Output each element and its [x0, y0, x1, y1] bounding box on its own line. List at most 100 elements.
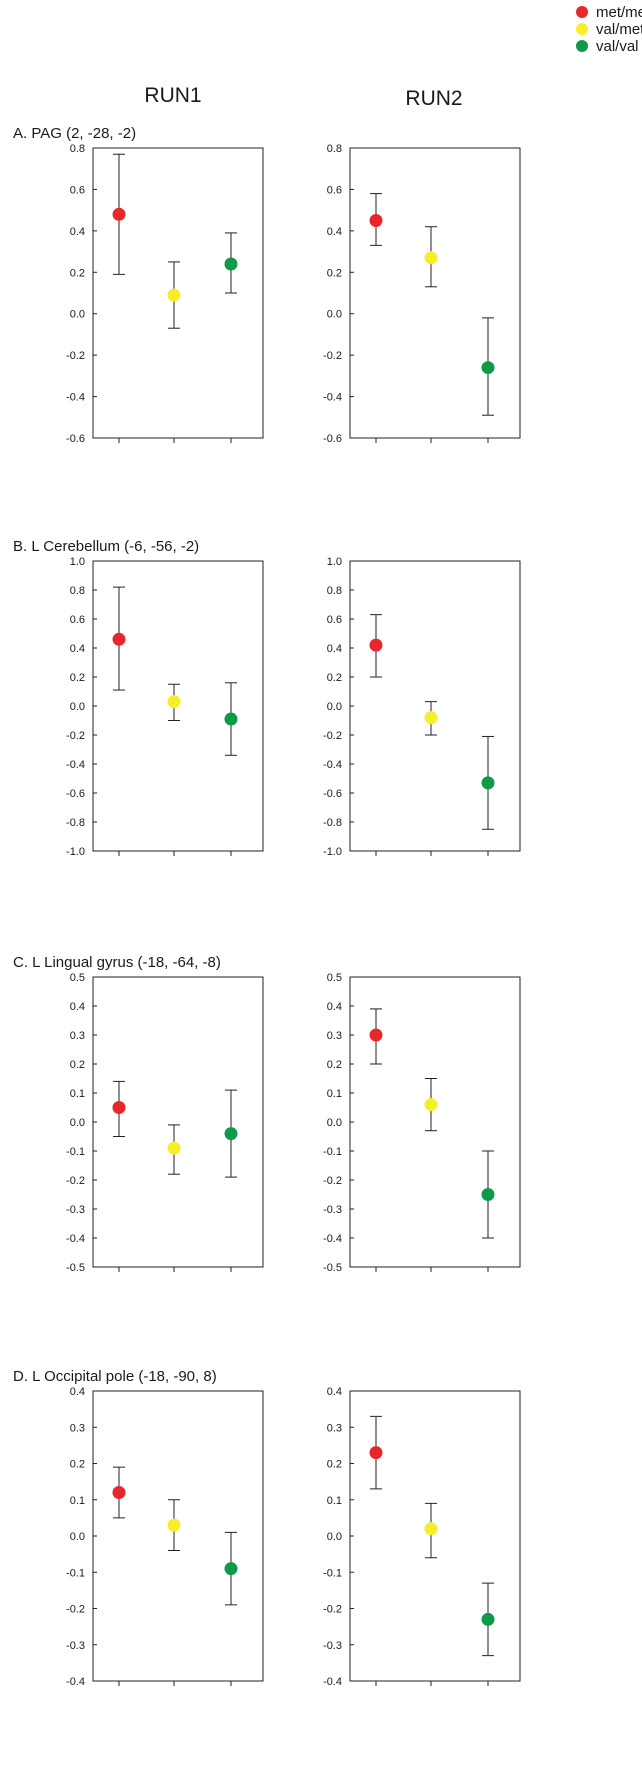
- y-tick-label: -0.2: [66, 1175, 85, 1187]
- y-tick-label: -0.5: [66, 1262, 85, 1274]
- data-point-val-met: [424, 1098, 438, 1112]
- data-point-val-val: [481, 1188, 495, 1201]
- y-tick-label: 0.4: [70, 643, 85, 655]
- legend-marker-val-val: [576, 40, 588, 52]
- y-tick-label: -0.2: [66, 350, 85, 362]
- legend-label-met-met: met/met: [596, 4, 642, 21]
- y-tick-label: 0.4: [70, 226, 85, 238]
- y-tick-label: 0.5: [327, 972, 342, 984]
- y-tick-label: 0.8: [70, 143, 85, 155]
- data-point-met-met: [112, 1486, 126, 1499]
- y-tick-label: 0.2: [327, 1059, 342, 1071]
- chart-panel-1-run1: A. PAG (2, -28, -2)0.8 0.6 0.4 0.2 0.0 -0.2 -0…: [13, 125, 264, 445]
- column-title-run2: RUN2: [405, 87, 462, 110]
- y-tick-label: 0.6: [327, 184, 342, 196]
- y-tick-label: 0.2: [70, 1059, 85, 1071]
- data-point-met-met: [112, 632, 126, 646]
- y-tick-label: -0.1: [66, 1146, 85, 1158]
- y-tick-label: 0.3: [70, 1422, 85, 1434]
- y-tick-label: 0.4: [327, 1386, 342, 1398]
- plot-frame: [92, 147, 264, 439]
- data-point-met-met: [112, 1101, 126, 1114]
- data-point-met-met: [369, 1028, 383, 1042]
- y-tick-label: 0.1: [327, 1495, 342, 1507]
- y-tick-label: 0.0: [327, 701, 342, 713]
- legend-marker-val-met: [576, 23, 588, 35]
- plot-frame: [349, 560, 521, 852]
- y-tick-label: 0.1: [327, 1088, 342, 1100]
- y-tick-label: -0.2: [323, 350, 342, 362]
- y-tick-label: -0.4: [323, 1676, 342, 1688]
- y-tick-label: 0.4: [327, 1001, 342, 1013]
- chart-panel-1-run2: 0.8 0.6 0.4 0.2 0.0 -0.2 -0.4 -0.6: [323, 143, 521, 445]
- y-tick-label: -0.2: [66, 1604, 85, 1616]
- y-tick-label: -0.3: [66, 1640, 85, 1652]
- y-tick-label: 0.2: [327, 1459, 342, 1471]
- y-tick-label: 0.2: [327, 267, 342, 279]
- chart-panel-3-run2: 0.5 0.4 0.3 0.2 0.1 0.0 -0.1 -0.2 -0.3 -0.4 -0.5: [323, 972, 521, 1274]
- y-tick-label: 0.3: [70, 1030, 85, 1042]
- y-tick-label: 1.0: [327, 556, 342, 568]
- y-tick-label: 1.0: [70, 556, 85, 568]
- y-tick-label: 0.3: [327, 1422, 342, 1434]
- y-tick-label: 0.4: [327, 226, 342, 238]
- panel-title: D. L Occipital pole (-18, -90, 8): [13, 1368, 217, 1385]
- data-point-met-met: [369, 1446, 383, 1460]
- y-tick-label: 0.4: [70, 1386, 85, 1398]
- y-tick-label: -0.5: [323, 1262, 342, 1274]
- data-point-met-met: [112, 207, 126, 221]
- y-tick-label: 0.6: [327, 614, 342, 626]
- chart-panels: A. PAG (2, -28, -2)0.80.60.40.20.0-0.2-0…: [13, 125, 521, 1688]
- y-tick-label: -0.2: [66, 730, 85, 742]
- y-tick-label: -0.3: [323, 1204, 342, 1216]
- legend-label-val-val: val/val: [596, 38, 639, 55]
- data-point-val-met: [424, 711, 438, 725]
- data-point-val-met: [167, 1518, 181, 1532]
- y-tick-label: -0.3: [66, 1204, 85, 1216]
- y-tick-label: 0.6: [70, 614, 85, 626]
- y-tick-label: 0.8: [70, 585, 85, 597]
- column-title-run1: RUN1: [144, 84, 201, 107]
- legend-label-val-met: val/met: [596, 21, 642, 38]
- data-point-val-met: [424, 1522, 438, 1536]
- chart-panel-4-run2: 0.4 0.3 0.2 0.1 0.0 -0.1 -0.2 -0.3 -0.4: [323, 1386, 521, 1688]
- data-point-val-val: [481, 361, 495, 375]
- y-tick-label: 0.1: [70, 1495, 85, 1507]
- y-tick-label: 0.0: [70, 309, 85, 321]
- y-tick-label: 0.2: [70, 672, 85, 684]
- y-tick-label: 0.8: [327, 585, 342, 597]
- y-tick-label: 0.0: [70, 1531, 85, 1543]
- chart-panel-4-run1: D. L Occipital pole (-18, -90, 8)0.4 0.3 0…: [13, 1368, 264, 1688]
- data-point-val-val: [481, 776, 495, 790]
- y-tick-label: -0.1: [66, 1567, 85, 1579]
- y-tick-label: -0.6: [323, 433, 342, 445]
- data-point-val-val: [224, 712, 238, 726]
- y-tick-label: -0.1: [323, 1146, 342, 1158]
- y-tick-label: 0.0: [70, 1117, 85, 1129]
- y-tick-label: 0.2: [70, 267, 85, 279]
- data-point-val-val: [224, 257, 238, 271]
- y-tick-label: -0.6: [323, 788, 342, 800]
- y-tick-label: 0.0: [327, 1531, 342, 1543]
- y-tick-label: 0.6: [70, 184, 85, 196]
- y-tick-label: -0.4: [323, 759, 342, 771]
- y-tick-label: 0.0: [327, 1117, 342, 1129]
- y-tick-label: -0.2: [323, 1175, 342, 1187]
- y-tick-label: -0.4: [66, 759, 85, 771]
- y-tick-label: -0.4: [66, 1233, 85, 1245]
- panel-title: C. L Lingual gyrus (-18, -64, -8): [13, 954, 221, 971]
- chart-panel-2-run1: B. L Cerebellum (-6, -56, -2)1.0 0.8 0.6 0.…: [13, 538, 264, 858]
- y-tick-label: 0.1: [70, 1088, 85, 1100]
- y-tick-label: -0.6: [66, 433, 85, 445]
- data-point-val-val: [224, 1562, 238, 1576]
- y-tick-label: 0.0: [70, 701, 85, 713]
- data-point-val-met: [167, 288, 181, 302]
- data-point-val-met: [167, 1141, 181, 1155]
- data-point-val-val: [481, 1612, 495, 1626]
- panel-title: A. PAG (2, -28, -2): [13, 125, 136, 142]
- y-tick-label: 0.3: [327, 1030, 342, 1042]
- y-tick-label: -0.1: [323, 1567, 342, 1579]
- y-tick-label: -0.6: [66, 788, 85, 800]
